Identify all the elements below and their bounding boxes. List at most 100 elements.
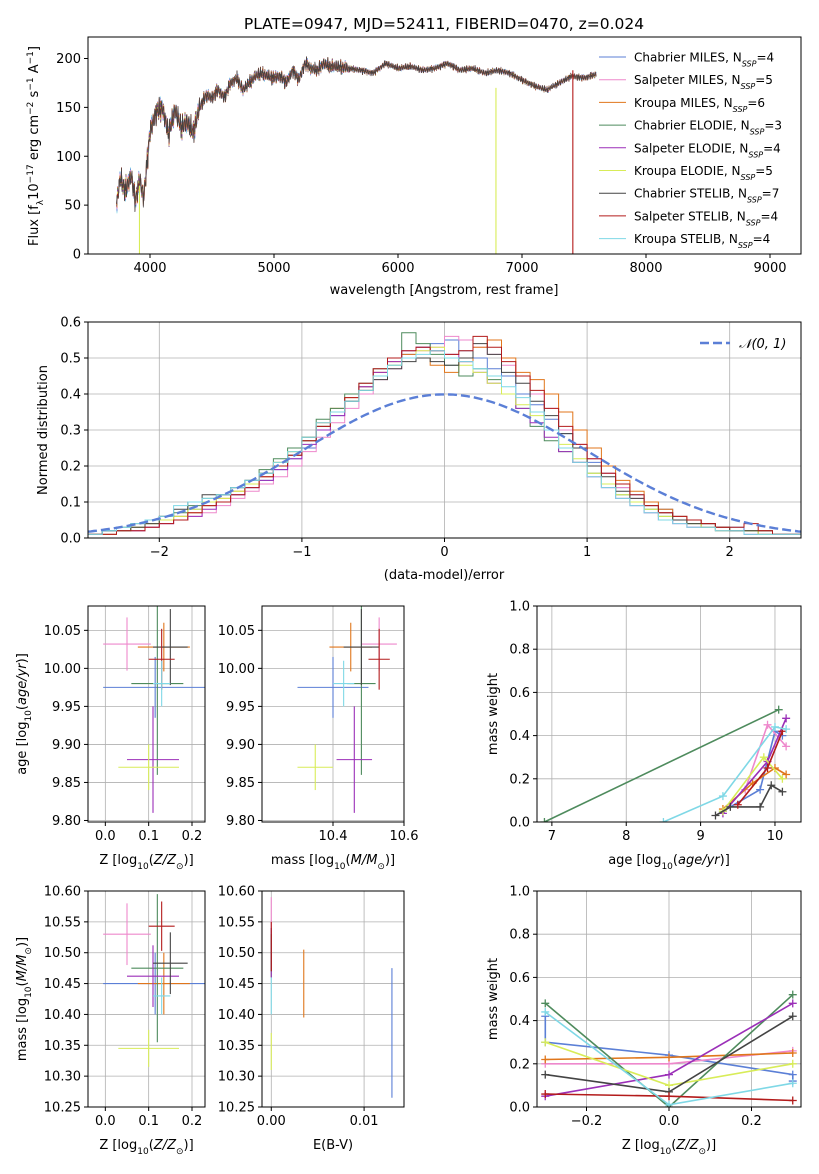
weight-marker xyxy=(756,802,765,811)
y-tick-label: 0.4 xyxy=(509,729,530,744)
y-tick-label: 10.40 xyxy=(218,1008,255,1023)
plot-area xyxy=(270,897,393,1098)
weight-marker xyxy=(659,818,668,822)
y-tick-label: 9.85 xyxy=(226,776,255,791)
y-tick-label: 10.60 xyxy=(44,885,81,900)
y-tick-label: 10.50 xyxy=(218,946,255,961)
y-tick-label: 0.6 xyxy=(509,686,530,701)
legend-entry: Salpeter ELODIE, NSSP=4 xyxy=(634,141,781,159)
plot-area xyxy=(541,990,797,1107)
spectrum-legend: Chabrier MILES, NSSP=4 Salpeter MILES, NS… xyxy=(599,51,782,250)
x-tick-label: 0.0 xyxy=(95,1114,116,1129)
x-tick-label: 0.00 xyxy=(257,1114,286,1129)
x-tick-label: 8000 xyxy=(629,261,662,276)
panel-mass-weight-vs-Z: −0.2 0.0 0.2 0.0 0.2 0.4 0.6 0.8 1.0 Z [log10(Z/Z… xyxy=(486,885,802,1157)
legend-entry: Chabrier ELODIE, NSSP=3 xyxy=(634,119,782,137)
spectrum-line xyxy=(116,56,597,213)
y-tick-label: 1.0 xyxy=(509,600,530,615)
x-axis-label: age [log10(age/yr)] xyxy=(608,853,730,872)
y-tick-label: 9.90 xyxy=(52,738,81,753)
x-axis-label: (data-model)/error xyxy=(384,568,505,583)
panel-mass-weight-vs-age: 7 8 9 10 0.0 0.2 0.4 0.6 0.8 1.0 age [log10(age/yr… xyxy=(486,600,802,872)
weight-marker xyxy=(763,720,772,729)
x-axis-label: E(B-V) xyxy=(313,1138,353,1153)
y-tick-label: 9.80 xyxy=(52,814,81,829)
weight-marker xyxy=(767,781,776,790)
x-tick-label: 0.1 xyxy=(138,829,159,844)
y-tick-label: 0.0 xyxy=(509,1101,530,1116)
x-axis-label: Z [log10(Z/Z⊙)] xyxy=(99,853,193,872)
legend-entry: Chabrier MILES, NSSP=4 xyxy=(634,51,774,69)
y-axis-label: mass weight xyxy=(486,958,501,1040)
weight-marker xyxy=(782,770,791,779)
plot-area xyxy=(103,894,205,1067)
x-tick-label: 10.6 xyxy=(390,829,419,844)
plot-area xyxy=(116,56,597,254)
y-tick-label: 10.35 xyxy=(218,1039,255,1054)
legend-entry: Kroupa MILES, NSSP=6 xyxy=(634,96,765,114)
y-tick-label: 100 xyxy=(56,150,81,165)
weight-marker xyxy=(541,1007,550,1016)
weight-marker xyxy=(788,1012,797,1021)
weight-marker xyxy=(665,1092,673,1101)
weight-marker xyxy=(726,802,735,811)
y-tick-label: 10.00 xyxy=(44,662,81,677)
y-tick-label: 0.0 xyxy=(60,532,81,547)
plot-area xyxy=(88,332,801,535)
x-tick-label: 0.2 xyxy=(182,829,203,844)
y-tick-label: 0 xyxy=(73,248,81,263)
weight-marker xyxy=(774,705,783,714)
y-tick-label: 0.2 xyxy=(60,460,81,475)
histogram-series xyxy=(88,350,801,535)
y-tick-label: 10.05 xyxy=(218,624,255,639)
weight-marker xyxy=(759,753,768,762)
weight-marker xyxy=(718,792,727,801)
x-tick-label: 0.2 xyxy=(741,1114,762,1129)
plot-area xyxy=(540,705,791,822)
y-tick-label: 0.8 xyxy=(509,643,530,658)
axes-frame xyxy=(261,890,405,1108)
weight-marker xyxy=(788,1049,797,1057)
weight-marker xyxy=(782,725,791,734)
y-tick-label: 0.3 xyxy=(60,424,81,439)
y-tick-label: 9.80 xyxy=(226,814,255,829)
plot-area xyxy=(103,606,205,813)
panel-age-vs-Z: 0.0 0.1 0.2 9.80 9.85 9.90 9.95 10.00 10.05 Z [lo… xyxy=(15,605,206,872)
y-tick-label: 10.50 xyxy=(44,946,81,961)
y-tick-label: 0.1 xyxy=(60,496,81,511)
weight-line xyxy=(544,994,794,1107)
y-tick-label: 0.4 xyxy=(60,388,81,403)
weight-marker xyxy=(665,1070,673,1079)
x-tick-label: 2 xyxy=(726,545,734,560)
y-tick-label: 9.85 xyxy=(52,776,81,791)
weight-line xyxy=(663,726,787,822)
legend-entry: Salpeter STELIB, NSSP=4 xyxy=(634,209,778,227)
y-tick-label: 0.2 xyxy=(509,1057,530,1072)
weight-marker xyxy=(711,811,720,820)
legend-entry: 𝒩(0, 1) xyxy=(739,337,786,352)
x-tick-label: 8 xyxy=(622,829,630,844)
x-tick-label: 0.0 xyxy=(659,1114,680,1129)
weight-marker xyxy=(788,1096,797,1105)
y-tick-label: 10.60 xyxy=(218,885,255,900)
y-tick-label: 10.55 xyxy=(218,915,255,930)
y-tick-label: 0.4 xyxy=(509,1014,530,1029)
figure-title: PLATE=0947, MJD=52411, FIBERID=0470, z=0… xyxy=(244,15,644,33)
x-tick-label: 0 xyxy=(440,545,448,560)
legend-entry: Kroupa ELODIE, NSSP=5 xyxy=(634,164,773,182)
y-tick-label: 9.95 xyxy=(226,700,255,715)
normal-reference-curve xyxy=(88,393,801,533)
y-tick-label: 10.30 xyxy=(218,1070,255,1085)
x-axis-label: mass [log10(M/M⊙)] xyxy=(271,853,395,872)
y-tick-label: 150 xyxy=(56,101,81,116)
x-tick-label: 9 xyxy=(696,829,704,844)
axes-frame xyxy=(87,605,206,823)
x-tick-label: 7 xyxy=(548,829,556,844)
y-axis-label: Normed distribution xyxy=(36,365,51,495)
weight-marker xyxy=(540,818,549,822)
weight-marker xyxy=(665,1100,673,1107)
y-axis-label: Flux [fλ10−17 erg cm−2 s−1 A−1] xyxy=(26,46,46,246)
y-tick-label: 0.5 xyxy=(60,352,81,367)
y-tick-label: 9.95 xyxy=(52,700,81,715)
weight-marker xyxy=(782,742,791,751)
